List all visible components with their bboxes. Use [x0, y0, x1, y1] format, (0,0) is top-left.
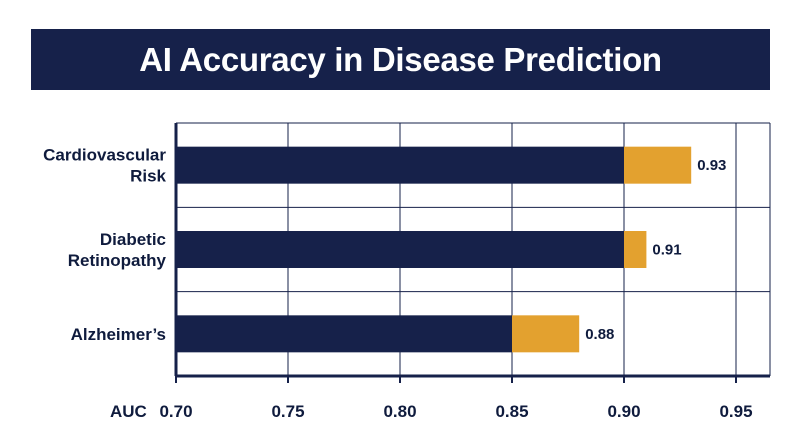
- x-axis-label: AUC: [110, 402, 147, 421]
- value-label: 0.93: [697, 157, 726, 174]
- title-bar: AI Accuracy in Disease Prediction: [31, 29, 770, 90]
- x-tick-label: 0.85: [495, 402, 528, 421]
- bar-increment: [624, 231, 647, 268]
- x-tick-label: 0.95: [719, 402, 752, 421]
- chart-title: AI Accuracy in Disease Prediction: [139, 40, 662, 78]
- bar-base: [176, 315, 512, 353]
- category-label: Cardiovascular: [43, 146, 166, 165]
- value-label: 0.88: [585, 326, 614, 343]
- x-tick-label: 0.80: [383, 402, 416, 421]
- bar-base: [176, 146, 624, 184]
- x-tick-label: 0.70: [159, 402, 192, 421]
- category-label: Retinopathy: [68, 251, 167, 270]
- x-tick-label: 0.90: [607, 402, 640, 421]
- bar-increment: [624, 146, 692, 184]
- category-label: Risk: [130, 167, 166, 186]
- bar-increment: [512, 315, 580, 353]
- bar-base: [176, 231, 624, 268]
- x-tick-label: 0.75: [271, 402, 304, 421]
- category-label: Diabetic: [100, 230, 166, 249]
- category-label: Alzheimer’s: [71, 325, 166, 344]
- value-label: 0.91: [652, 242, 681, 259]
